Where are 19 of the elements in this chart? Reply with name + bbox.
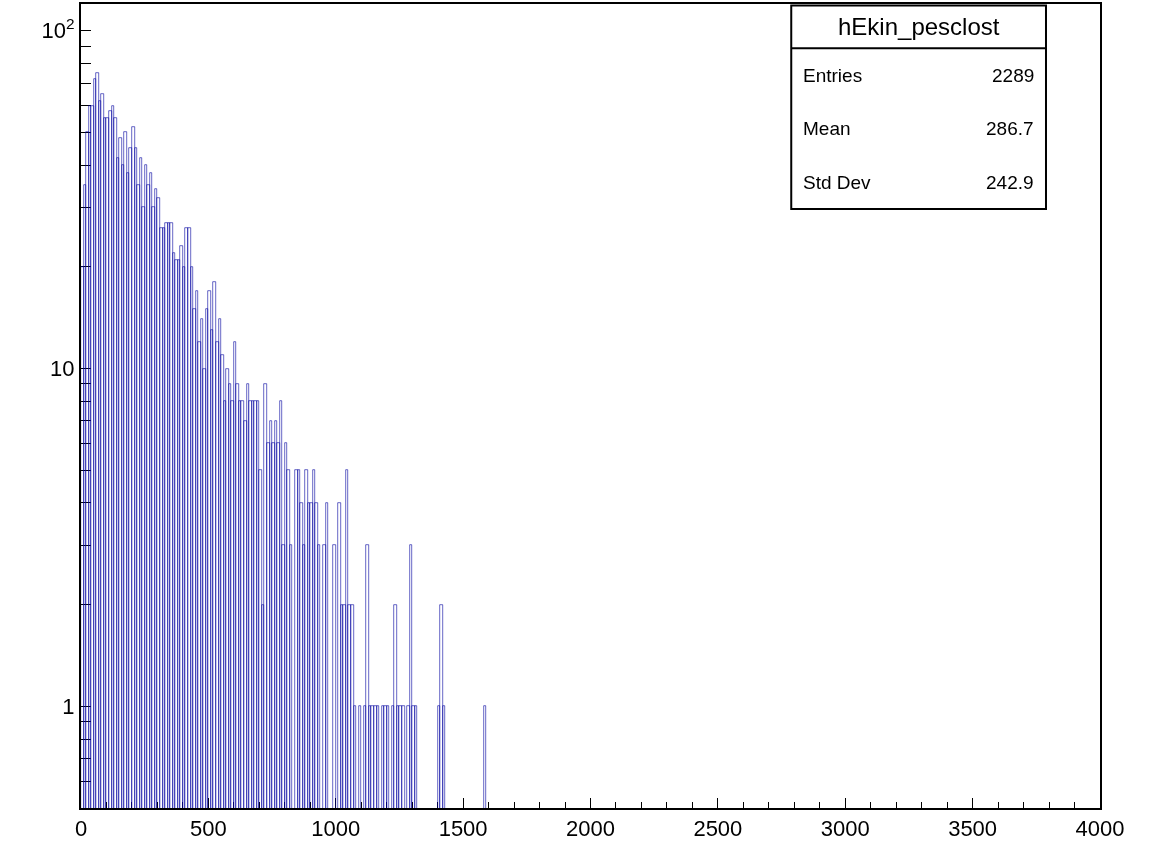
x-tick-label: 1500 bbox=[438, 816, 488, 842]
y-tick-label: 1 bbox=[62, 694, 75, 720]
x-tick-label: 2000 bbox=[566, 816, 615, 842]
annotation: Entries bbox=[803, 65, 863, 86]
x-tick-label: 2500 bbox=[693, 816, 743, 842]
annotation: Mean bbox=[803, 118, 851, 139]
annotation: Std Dev bbox=[803, 172, 872, 193]
annotation: 242.9 bbox=[986, 172, 1034, 193]
x-tick-label: 3000 bbox=[820, 816, 870, 842]
x-tick-label: 4000 bbox=[1075, 816, 1125, 842]
x-tick-label: 3500 bbox=[948, 816, 998, 842]
x-tick-label: 0 bbox=[74, 816, 88, 842]
y-tick-label: 10 bbox=[50, 356, 75, 382]
y-tick-label: 10$^{2}$ bbox=[41, 15, 75, 44]
annotation: 286.7 bbox=[986, 118, 1034, 139]
chart-title: hEkin_pesclost bbox=[838, 13, 1000, 40]
x-tick-label: 1000 bbox=[311, 816, 361, 842]
annotation: 2289 bbox=[992, 65, 1035, 86]
x-tick-label: 500 bbox=[190, 816, 227, 842]
